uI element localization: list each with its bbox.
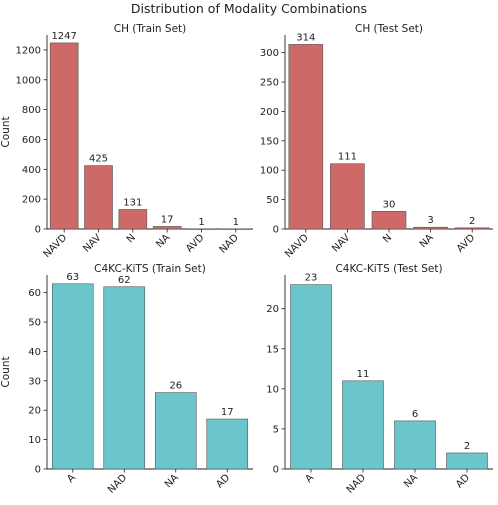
- bar-ch-test: [454, 227, 490, 230]
- bar-value-label-c4kc-test: 6: [412, 409, 418, 420]
- bar-value-label-ch-train: 1: [233, 217, 239, 228]
- x-tick-label-ch-train: N: [125, 232, 138, 245]
- y-tick-label-ch-test: 150: [260, 136, 279, 147]
- bar-value-label-ch-test: 314: [296, 32, 315, 43]
- figure-title: Distribution of Modality Combinations: [131, 1, 367, 16]
- bar-ch-test: [288, 44, 324, 230]
- x-tick-label-c4kc-train: A: [65, 472, 78, 485]
- x-tick-label-ch-train: AVD: [184, 232, 207, 255]
- x-tick-label-c4kc-test: A: [304, 472, 317, 485]
- chart-ch-train: CH (Train Set) Count 0 200 400 600 800 1000 1200…: [0, 23, 253, 260]
- x-tick-label-ch-test: NAVD: [283, 232, 311, 260]
- y-tick-label-ch-test: 50: [266, 195, 279, 206]
- x-tick-label-ch-train: NA: [154, 232, 172, 250]
- y-tick-label-c4kc-test: 0: [273, 465, 279, 476]
- x-tick-label-c4kc-train: AD: [214, 472, 232, 490]
- y-tick-label-c4kc-test: 5: [273, 424, 279, 435]
- x-tick-label-ch-train: NAV: [81, 232, 103, 254]
- bar-c4kc-train: [51, 283, 94, 470]
- y-tick-label-c4kc-test: 10: [266, 384, 279, 395]
- x-tick-label-ch-train: NAD: [218, 232, 242, 256]
- y-tick-label-c4kc-train: 30: [28, 376, 41, 387]
- y-tick-label-ch-test: 0: [273, 225, 279, 236]
- bar-value-label-c4kc-train: 26: [169, 381, 182, 392]
- y-tick-label-c4kc-test: 15: [266, 344, 279, 355]
- bar-ch-train: [118, 209, 148, 230]
- bar-ch-test: [371, 211, 407, 230]
- y-tick-label-ch-test: 250: [260, 78, 279, 89]
- bar-value-label-c4kc-train: 62: [118, 275, 131, 286]
- y-tick-label-ch-train: 0: [35, 225, 41, 236]
- bar-value-label-ch-train: 17: [161, 214, 174, 225]
- y-tick-label-c4kc-train: 40: [28, 347, 41, 358]
- chart-title-ch-train: CH (Train Set): [114, 23, 187, 35]
- bar-value-label-ch-test: 2: [469, 216, 475, 227]
- bar-c4kc-train: [103, 286, 146, 470]
- bar-ch-test: [413, 226, 448, 230]
- x-tick-label-ch-test: NAV: [330, 232, 352, 254]
- bar-c4kc-test: [446, 452, 488, 470]
- bar-value-label-ch-train: 131: [123, 197, 142, 208]
- bar-value-label-c4kc-test: 2: [464, 441, 470, 452]
- y-tick-label-c4kc-train: 60: [28, 288, 41, 299]
- bar-value-label-c4kc-train: 63: [66, 272, 79, 283]
- bar-value-label-ch-train: 1: [198, 217, 204, 228]
- bar-c4kc-train: [206, 418, 249, 470]
- bar-value-label-c4kc-train: 17: [221, 407, 234, 418]
- bar-value-label-ch-train: 1247: [51, 31, 76, 42]
- bar-value-label-c4kc-test: 11: [357, 369, 370, 380]
- y-tick-label-ch-test: 200: [260, 107, 279, 118]
- y-tick-label-ch-train: 800: [22, 105, 41, 116]
- bar-value-label-ch-test: 3: [427, 215, 433, 226]
- y-tick-label-c4kc-train: 50: [28, 318, 41, 329]
- y-tick-label-c4kc-train: 10: [28, 435, 41, 446]
- x-tick-label-ch-train: NAVD: [42, 232, 70, 260]
- y-tick-label-c4kc-train: 0: [35, 465, 41, 476]
- bar-value-label-ch-test: 111: [338, 152, 357, 163]
- x-tick-label-c4kc-test: NAD: [345, 472, 369, 496]
- y-tick-label-ch-train: 1200: [16, 45, 41, 56]
- chart-c4kc-test: C4KC-KiTS (Test Set) 0 5 10 15 20 23 A 11 NAD 6 NA 2…: [266, 263, 493, 496]
- y-tick-label-c4kc-test: 20: [266, 304, 279, 315]
- y-axis-label-c4kc-train: Count: [0, 356, 12, 387]
- bar-c4kc-test: [394, 420, 436, 470]
- y-tick-label-ch-train: 1000: [16, 75, 41, 86]
- x-tick-label-ch-test: NA: [418, 232, 436, 250]
- bar-c4kc-test: [342, 380, 384, 470]
- chart-ch-test: CH (Test Set)050100150200250300314NAVD11…: [260, 23, 493, 260]
- chart-title-c4kc-test: C4KC-KiTS (Test Set): [335, 263, 442, 275]
- x-tick-label-ch-test: AVD: [455, 232, 478, 255]
- x-tick-label-c4kc-test: NA: [402, 472, 420, 490]
- chart-c4kc-train: C4KC-KiTS (Train Set) Count 0 10 20 30 40 50 60 6…: [0, 263, 253, 496]
- bar-value-label-c4kc-test: 23: [305, 273, 318, 284]
- y-tick-label-ch-test: 300: [260, 48, 279, 59]
- x-tick-label-c4kc-train: NA: [163, 472, 181, 490]
- y-tick-label-ch-train: 200: [22, 195, 41, 206]
- bar-ch-train: [152, 226, 182, 230]
- bar-ch-train: [49, 42, 79, 230]
- x-tick-label-ch-test: N: [381, 232, 394, 245]
- bar-value-label-ch-test: 30: [383, 199, 396, 210]
- y-tick-label-ch-test: 100: [260, 166, 279, 177]
- x-tick-label-c4kc-train: NAD: [106, 472, 130, 496]
- chart-title-c4kc-train: C4KC-KiTS (Train Set): [94, 263, 206, 275]
- bar-c4kc-train: [154, 392, 197, 470]
- y-tick-label-ch-train: 400: [22, 165, 41, 176]
- bar-c4kc-test: [290, 284, 332, 470]
- bar-value-label-ch-train: 425: [89, 154, 108, 165]
- x-tick-label-c4kc-test: AD: [454, 472, 472, 490]
- bar-ch-train: [84, 165, 113, 230]
- y-axis-label-ch-train: Count: [0, 116, 12, 147]
- chart-title-ch-test: CH (Test Set): [355, 23, 423, 35]
- y-tick-label-c4kc-train: 20: [28, 406, 41, 417]
- bar-ch-test: [330, 163, 365, 230]
- y-tick-label-ch-train: 600: [22, 135, 41, 146]
